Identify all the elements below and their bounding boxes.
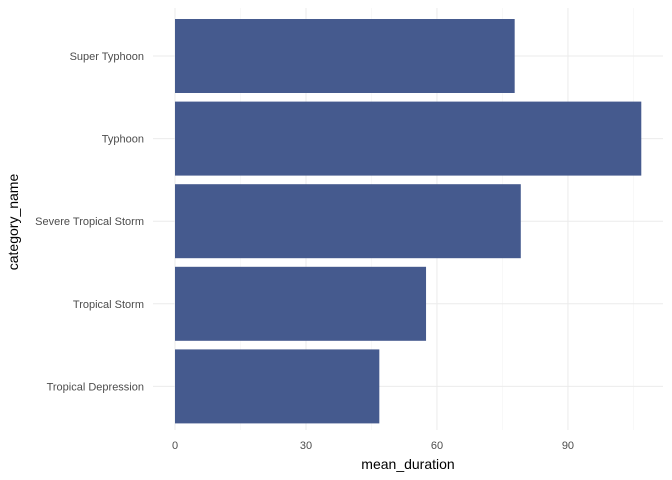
x-tick-labels: 0 30 60 90 [172, 440, 574, 452]
bar [175, 349, 380, 424]
y-tick-label: Severe Tropical Storm [35, 216, 144, 228]
x-tick-label: 60 [431, 440, 443, 452]
x-tick-label: 90 [562, 440, 574, 452]
x-tick-label: 30 [300, 440, 312, 452]
x-axis-title: mean_duration [361, 456, 454, 472]
bar [175, 266, 427, 341]
y-tick-label: Tropical Storm [73, 299, 144, 311]
y-tick-labels: Tropical Depression Tropical Storm Severe … [35, 51, 144, 393]
x-tick-label: 0 [172, 440, 178, 452]
bar [175, 184, 521, 259]
bar [175, 19, 515, 93]
y-tick-label: Typhoon [102, 134, 144, 146]
y-tick-label: Super Typhoon [70, 51, 144, 63]
y-axis-title: category_name [5, 174, 21, 271]
y-tick-label: Tropical Depression [47, 381, 144, 393]
bars [175, 19, 642, 424]
bar [175, 101, 642, 176]
